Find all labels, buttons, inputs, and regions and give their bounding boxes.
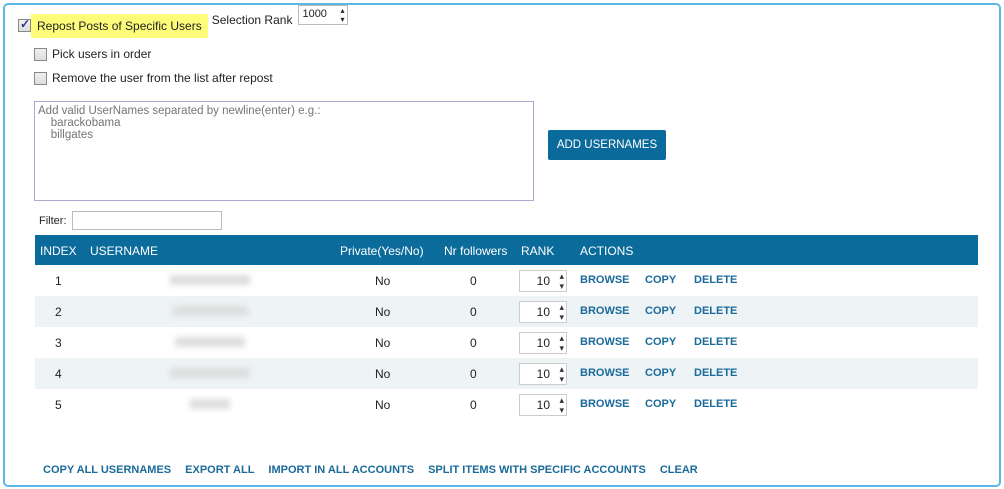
rank-value: 10 [536, 367, 550, 381]
spinner-icon[interactable]: ▴ ▾ [340, 6, 345, 24]
footer-link-export-all[interactable]: EXPORT ALL [185, 464, 255, 476]
remove-label: Remove the user from the list after repo… [52, 71, 273, 85]
row-index: 1 [55, 274, 62, 288]
username-blurred [172, 306, 248, 316]
rank-value: 10 [536, 398, 550, 412]
row-private: No [375, 336, 391, 350]
rank-stepper[interactable]: 10 [519, 270, 567, 292]
rank-value: 10 [536, 336, 550, 350]
row-followers: 0 [470, 367, 477, 381]
copy-link[interactable]: COPY [645, 305, 677, 317]
header-index: INDEX [40, 244, 77, 258]
row-private: No [375, 305, 391, 319]
browse-link[interactable]: BROWSE [580, 305, 630, 317]
rank-stepper[interactable]: 10 [519, 301, 567, 323]
delete-link[interactable]: DELETE [694, 274, 738, 286]
repost-options-row: Repost Posts of Specific Users Selection… [18, 5, 349, 38]
usernames-input[interactable] [34, 101, 534, 201]
footer-link-copy-all-usernames[interactable]: COPY ALL USERNAMES [43, 464, 172, 476]
row-followers: 0 [470, 398, 477, 412]
row-private: No [375, 398, 391, 412]
pick-order-checkbox[interactable] [34, 48, 47, 61]
table-row: 3 No 0 10 BROWSE COPY DELETE [35, 327, 978, 358]
header-followers: Nr followers [444, 244, 508, 258]
table-row: 4 No 0 10 BROWSE COPY DELETE [35, 358, 978, 389]
header-username: USERNAME [90, 244, 159, 258]
rank-value: 10 [536, 305, 550, 319]
browse-link[interactable]: BROWSE [580, 336, 630, 348]
add-usernames-button[interactable]: ADD USERNAMES [548, 130, 666, 160]
username-blurred [170, 275, 250, 285]
delete-link[interactable]: DELETE [694, 398, 738, 410]
selection-rank-stepper[interactable]: 1000 ▴ ▾ [298, 5, 349, 25]
row-followers: 0 [470, 305, 477, 319]
row-index: 5 [55, 398, 62, 412]
rank-value: 10 [536, 274, 550, 288]
row-followers: 0 [470, 336, 477, 350]
rank-stepper[interactable]: 10 [519, 394, 567, 416]
table-header: INDEX USERNAME Private(Yes/No) Nr follow… [35, 235, 978, 265]
rank-value: 1000 [302, 8, 327, 20]
browse-link[interactable]: BROWSE [580, 274, 630, 286]
footer-link-split-items-with-specific-accounts[interactable]: SPLIT ITEMS WITH SPECIFIC ACCOUNTS [428, 464, 646, 476]
header-private: Private(Yes/No) [340, 244, 424, 258]
row-followers: 0 [470, 274, 477, 288]
copy-link[interactable]: COPY [645, 274, 677, 286]
repost-label: Repost Posts of Specific Users [31, 14, 208, 38]
remove-checkbox[interactable] [34, 72, 47, 85]
table-row: 1 No 0 10 BROWSE COPY DELETE [35, 265, 978, 296]
row-private: No [375, 367, 391, 381]
copy-link[interactable]: COPY [645, 398, 677, 410]
username-blurred [170, 368, 250, 378]
delete-link[interactable]: DELETE [694, 336, 738, 348]
rank-label: Selection Rank [211, 13, 293, 27]
footer-link-import-in-all-accounts[interactable]: IMPORT IN ALL ACCOUNTS [268, 464, 415, 476]
username-blurred [175, 337, 245, 347]
row-index: 4 [55, 367, 62, 381]
table-row: 5 No 0 10 BROWSE COPY DELETE [35, 389, 978, 420]
row-index: 2 [55, 305, 62, 319]
pick-order-label: Pick users in order [52, 47, 152, 61]
copy-link[interactable]: COPY [645, 336, 677, 348]
username-blurred [190, 399, 230, 409]
repost-checkbox[interactable] [18, 17, 31, 32]
footer-links: COPY ALL USERNAMES EXPORT ALL IMPORT IN AL… [43, 464, 698, 476]
delete-link[interactable]: DELETE [694, 305, 738, 317]
row-private: No [375, 274, 391, 288]
filter-input[interactable] [72, 211, 222, 230]
browse-link[interactable]: BROWSE [580, 367, 630, 379]
footer-link-clear[interactable]: CLEAR [659, 464, 698, 476]
filter-label: Filter: [39, 215, 67, 227]
rank-stepper[interactable]: 10 [519, 363, 567, 385]
header-actions: ACTIONS [580, 244, 634, 258]
browse-link[interactable]: BROWSE [580, 398, 630, 410]
rank-stepper[interactable]: 10 [519, 332, 567, 354]
copy-link[interactable]: COPY [645, 367, 677, 379]
panel-frame [3, 3, 1001, 487]
table-row: 2 No 0 10 BROWSE COPY DELETE [35, 296, 978, 327]
header-rank: RANK [521, 244, 555, 258]
delete-link[interactable]: DELETE [694, 367, 738, 379]
row-index: 3 [55, 336, 62, 350]
